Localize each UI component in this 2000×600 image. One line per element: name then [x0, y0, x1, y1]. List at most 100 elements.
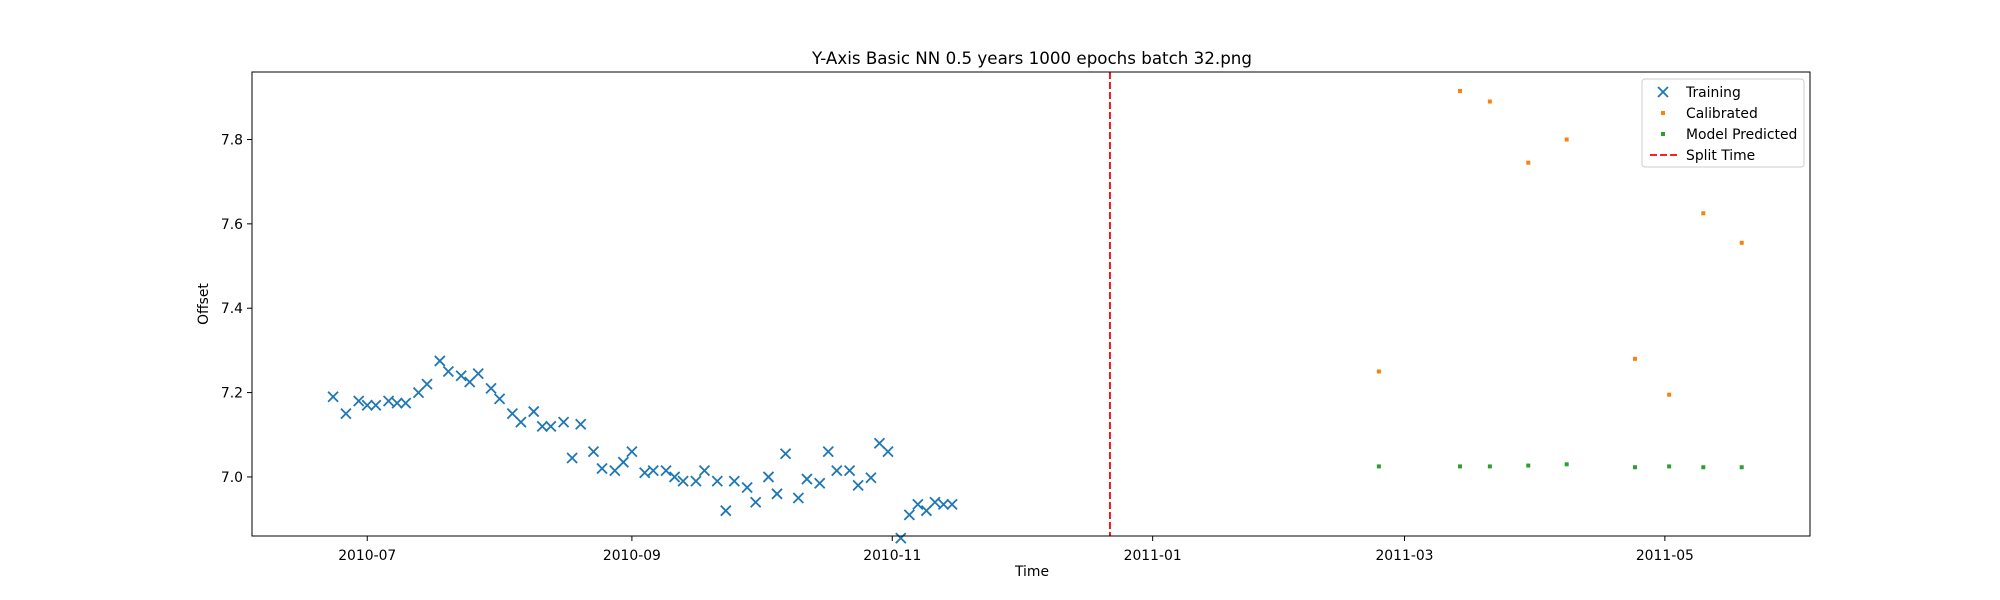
training-point: [677, 475, 689, 487]
y-tick-label: 7.8: [221, 132, 243, 148]
calibrated-point: [1632, 356, 1637, 361]
training-point: [711, 475, 723, 487]
training-point: [596, 462, 608, 475]
training-point: [831, 464, 843, 477]
training-point: [882, 445, 894, 458]
y-tick-label: 7.0: [221, 470, 243, 486]
x-axis-label: Time: [1014, 564, 1049, 580]
training-point: [771, 488, 783, 500]
chart-title: Y-Axis Basic NN 0.5 years 1000 epochs ba…: [811, 48, 1252, 68]
legend: Training Calibrated Model Predicted Split T…: [1641, 78, 1805, 168]
x-tick-label: 2010-07: [338, 548, 396, 564]
predicted-point: [1376, 464, 1381, 469]
y-axis: 7.0 7.2 7.4 7.6 7.8: [221, 132, 252, 486]
training-point: [382, 395, 395, 407]
training-point: [912, 498, 924, 511]
training-point: [873, 437, 886, 449]
training-point: [814, 477, 826, 489]
predicted-point: [1739, 465, 1744, 470]
training-point: [545, 420, 557, 432]
training-point: [865, 472, 877, 484]
training-point: [617, 456, 629, 468]
training-point: [647, 464, 659, 477]
training-point: [327, 391, 339, 403]
predicted-point: [1457, 464, 1462, 469]
training-point: [528, 405, 540, 418]
x-tick-label: 2010-11: [863, 548, 921, 564]
training-point: [626, 445, 638, 458]
training-point: [946, 498, 958, 511]
legend-training-marker: [1657, 86, 1669, 98]
x-tick-label: 2011-03: [1375, 548, 1433, 564]
x-axis: 2010-07 2010-09 2010-11 2011-01 2011-03 2011-…: [338, 536, 1694, 564]
training-point: [575, 418, 587, 430]
training-point: [557, 416, 570, 428]
plot-area: [327, 72, 1744, 544]
training-point: [421, 378, 433, 390]
predicted-point: [1564, 462, 1569, 467]
training-point: [493, 393, 506, 405]
training-point: [779, 448, 792, 460]
predicted-point: [1701, 465, 1706, 470]
training-point: [822, 445, 834, 458]
training-point: [391, 397, 403, 409]
training-point: [801, 473, 813, 485]
training-point: [792, 492, 805, 504]
calibrated-point: [1526, 160, 1531, 165]
series-training: [327, 355, 958, 544]
legend-box: [1641, 78, 1805, 168]
training-point: [506, 408, 519, 420]
y-tick-label: 7.2: [221, 386, 243, 402]
training-point: [566, 452, 578, 464]
calibrated-point: [1667, 392, 1672, 397]
training-point: [609, 464, 621, 477]
training-point: [400, 397, 412, 409]
training-point: [741, 481, 753, 494]
y-tick-label: 7.4: [221, 301, 243, 317]
training-point: [536, 420, 548, 432]
legend-dot-marker: [1661, 111, 1665, 115]
legend-label: Model Predicted: [1686, 127, 1797, 143]
legend-dot-marker: [1661, 132, 1665, 136]
training-point: [750, 496, 762, 508]
training-point: [728, 475, 740, 487]
training-point: [698, 464, 711, 477]
legend-label: Training: [1685, 85, 1741, 101]
training-point: [929, 496, 941, 508]
training-point: [937, 498, 950, 511]
training-point: [668, 471, 681, 483]
y-tick-label: 7.6: [221, 217, 243, 233]
calibrated-point: [1739, 240, 1744, 245]
x-tick-label: 2011-05: [1636, 548, 1694, 564]
training-point: [412, 386, 425, 399]
training-point: [660, 464, 672, 477]
training-point: [434, 355, 446, 367]
series-calibrated: [1376, 88, 1744, 397]
training-point: [353, 395, 365, 407]
calibrated-point: [1701, 211, 1706, 216]
calibrated-point: [1564, 137, 1569, 142]
training-point: [442, 365, 454, 378]
training-point: [920, 505, 933, 517]
training-point: [361, 399, 373, 411]
predicted-point: [1487, 464, 1492, 469]
x-tick-label: 2011-01: [1124, 548, 1182, 564]
training-point: [852, 479, 864, 492]
training-point: [587, 445, 600, 458]
training-point: [464, 376, 476, 388]
axes-frame: [251, 71, 1811, 537]
legend-label: Calibrated: [1686, 106, 1758, 122]
training-point: [639, 467, 651, 479]
training-point: [455, 370, 467, 382]
training-point: [895, 532, 907, 544]
training-point: [690, 475, 702, 487]
training-point: [340, 408, 352, 420]
legend-label: Split Time: [1686, 148, 1755, 164]
predicted-point: [1526, 463, 1531, 468]
x-tick-label: 2010-09: [603, 548, 661, 564]
calibrated-point: [1457, 88, 1462, 93]
training-point: [762, 471, 775, 483]
training-point: [515, 416, 527, 428]
predicted-point: [1667, 464, 1672, 469]
